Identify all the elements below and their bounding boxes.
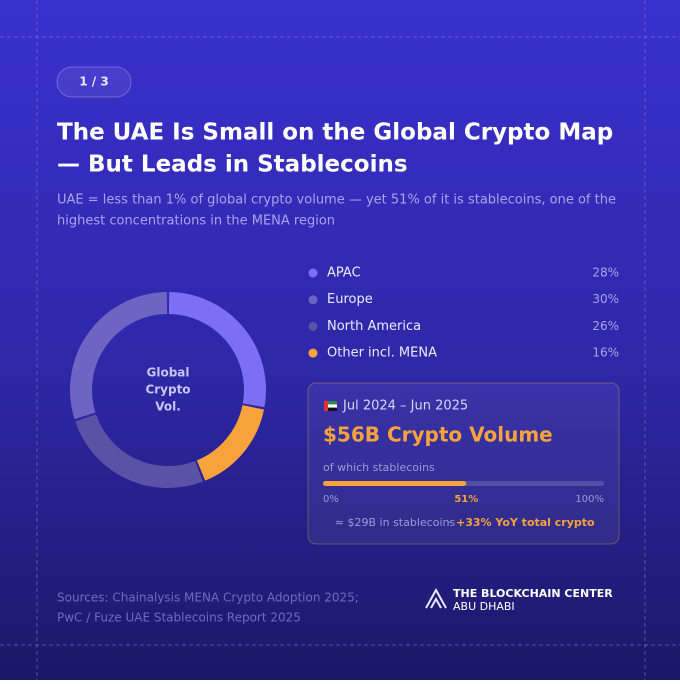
source: PwC / Fuze UAE Stablecoins Report 2025 — [57, 611, 301, 625]
progress-tick-label: 0% — [323, 494, 339, 505]
brand-name: THE BLOCKCHAIN CENTER — [453, 587, 613, 600]
legend-dot — [308, 321, 318, 331]
bar-label: of which stablecoins — [323, 461, 435, 474]
legend-value: 26% — [592, 319, 619, 333]
legend-dot — [308, 348, 318, 358]
stat-card — [307, 382, 620, 545]
brand-location: ABU DHABI — [453, 600, 515, 613]
highlight: +33% YoY total crypto — [456, 516, 595, 529]
page-pill — [56, 66, 132, 98]
center-label: Crypto — [145, 383, 190, 397]
legend-dot — [308, 295, 318, 305]
brand-logo — [425, 587, 447, 609]
uae-flag — [324, 401, 337, 411]
subtitle: UAE = less than 1% of global crypto volu… — [57, 193, 616, 208]
separator: · — [447, 516, 451, 529]
donut-segment — [70, 292, 168, 420]
donut-segment — [196, 404, 265, 481]
title: The UAE Is Small on the Global Crypto Ma… — [57, 120, 613, 146]
legend-label: Other incl. MENA — [327, 346, 437, 361]
donut-segment — [75, 414, 203, 488]
period: Jul 2024 – Jun 2025 — [342, 399, 468, 414]
legend-label: North America — [327, 319, 421, 334]
subtitle: highest concentrations in the MENA regio… — [57, 214, 335, 229]
title: — But Leads in Stablecoins — [57, 152, 408, 178]
legend-value: 30% — [592, 292, 619, 306]
legend-value: 28% — [592, 266, 619, 280]
progress-value: 51% — [454, 494, 478, 505]
legend-label: APAC — [327, 266, 361, 281]
page-indicator: 1 / 3 — [79, 75, 108, 89]
footnote: ≈ $29B in stablecoins — [335, 516, 456, 529]
center-label: Global — [146, 366, 189, 380]
center-label: Vol. — [155, 400, 181, 414]
donut-segment — [168, 292, 266, 408]
progress-bar — [323, 481, 467, 486]
legend-value: 16% — [592, 346, 619, 360]
legend-label: Europe — [327, 292, 373, 307]
source: Sources: Chainalysis MENA Crypto Adoptio… — [57, 591, 359, 605]
legend-dot — [308, 268, 318, 278]
progress-tick-label: 100% — [575, 494, 604, 505]
headline: $56B Crypto Volume — [323, 423, 553, 447]
